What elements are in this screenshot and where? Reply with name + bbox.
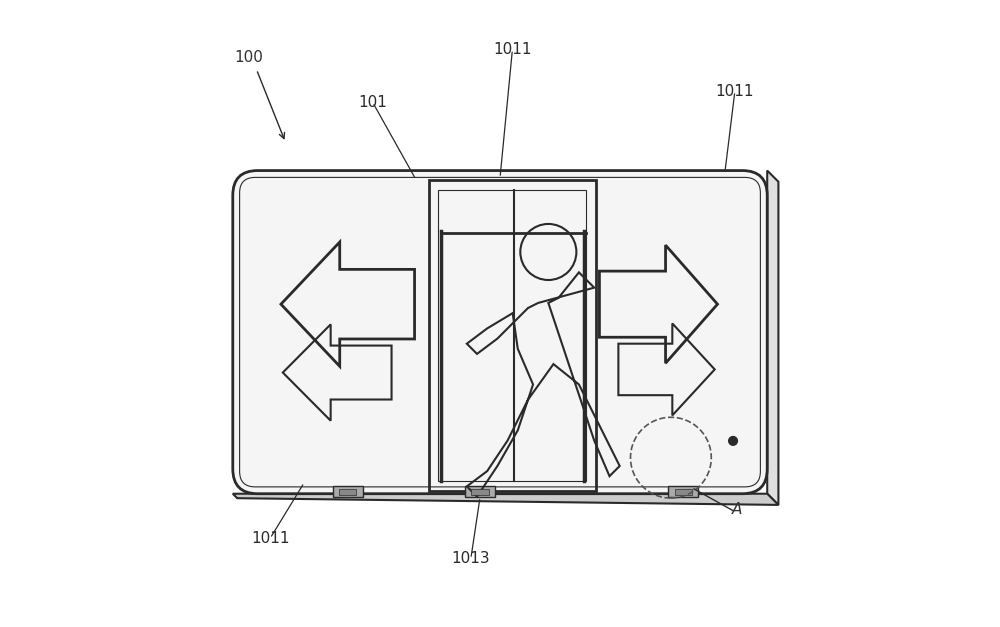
Polygon shape (233, 493, 778, 505)
Polygon shape (767, 171, 778, 505)
Bar (668, 487, 698, 497)
Text: 1011: 1011 (716, 83, 754, 98)
Text: 101: 101 (358, 95, 387, 110)
Text: 1013: 1013 (451, 552, 490, 566)
Circle shape (729, 436, 737, 445)
Text: A: A (732, 502, 743, 517)
Text: 1011: 1011 (493, 42, 532, 57)
Bar (471, 489, 489, 495)
Text: 100: 100 (234, 50, 263, 65)
Bar (333, 487, 363, 497)
Bar (465, 487, 495, 497)
Text: 1011: 1011 (251, 531, 289, 546)
Bar (675, 489, 692, 495)
Bar (339, 489, 356, 495)
FancyBboxPatch shape (233, 171, 767, 493)
